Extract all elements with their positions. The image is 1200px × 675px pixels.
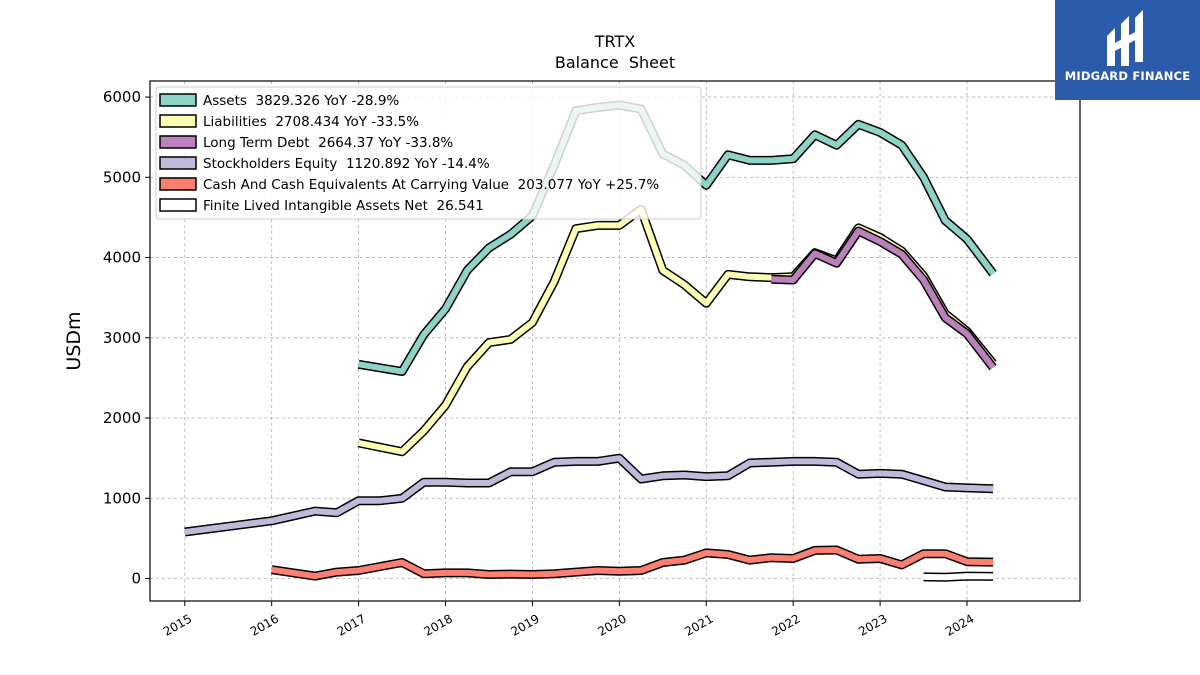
- x-axis: 2015 2016 2017 2018 2019 2020 2021 2022 2023 2024: [161, 601, 977, 639]
- x-tick-label: 2020: [595, 611, 628, 638]
- series-line-3: [184, 453, 994, 537]
- chart-subtitle: Balance Sheet: [555, 53, 675, 72]
- y-axis-label: USDm: [63, 311, 85, 370]
- legend-entry: Finite Lived Intangible Assets Net 26.54…: [203, 198, 484, 214]
- series-line-1: [357, 204, 997, 457]
- x-tick-label: 2021: [682, 611, 715, 638]
- y-tick-label: 1000: [103, 489, 141, 507]
- legend-swatch: [159, 135, 197, 149]
- brand-logo: MIDGARD FINANCE: [1055, 0, 1200, 100]
- grid: [150, 81, 1080, 601]
- legend: Assets 3829.326 YoY -28.9% Liabilities 27…: [155, 86, 702, 220]
- legend-entry: Stockholders Equity 1120.892 YoY -14.4%: [203, 156, 490, 172]
- series-stroke: [271, 547, 994, 580]
- y-tick-label: 5000: [103, 168, 141, 186]
- series-stroke: [923, 573, 994, 581]
- x-tick-label: 2016: [248, 611, 281, 638]
- legend-swatch: [159, 93, 197, 107]
- x-tick-label: 2023: [856, 611, 889, 638]
- series-line-5: [923, 571, 994, 582]
- y-tick-label: 2000: [103, 409, 141, 427]
- brand-name: MIDGARD FINANCE: [1064, 69, 1191, 83]
- plot-frame: [149, 80, 1081, 602]
- y-tick-label: 0: [131, 570, 141, 588]
- legend-box: [155, 86, 702, 220]
- series-line-2: [771, 226, 997, 371]
- legend-swatch: [159, 114, 197, 128]
- y-axis: 0 1000 2000 3000 4000 5000 6000: [103, 88, 150, 588]
- x-tick-label: 2017: [335, 611, 368, 638]
- series-stroke: [184, 455, 994, 535]
- y-tick-label: 6000: [103, 88, 141, 106]
- x-tick-label: 2022: [769, 611, 802, 638]
- legend-swatch: [159, 198, 197, 212]
- legend-swatch: [159, 177, 197, 191]
- series-stroke: [771, 228, 996, 370]
- legend-swatch: [159, 156, 197, 170]
- series-outline: [771, 226, 997, 371]
- x-tick-label: 2024: [943, 611, 976, 638]
- legend-entry: Assets 3829.326 YoY -28.9%: [203, 93, 399, 109]
- series-layer: [184, 100, 997, 582]
- brand-mark-icon: [1107, 10, 1143, 66]
- legend-entry: Liabilities 2708.434 YoY -33.5%: [203, 114, 419, 130]
- x-tick-label: 2018: [422, 611, 455, 638]
- y-tick-label: 4000: [103, 249, 141, 267]
- x-tick-label: 2019: [508, 611, 541, 638]
- chart-title: TRTX: [594, 32, 636, 51]
- series-line-4: [271, 545, 994, 581]
- legend-entry: Cash And Cash Equivalents At Carrying Va…: [203, 177, 659, 193]
- y-tick-label: 3000: [103, 329, 141, 347]
- legend-entry: Long Term Debt 2664.37 YoY -33.8%: [203, 135, 453, 151]
- series-stroke: [358, 206, 996, 455]
- series-outline: [184, 453, 994, 537]
- x-tick-label: 2015: [161, 611, 194, 638]
